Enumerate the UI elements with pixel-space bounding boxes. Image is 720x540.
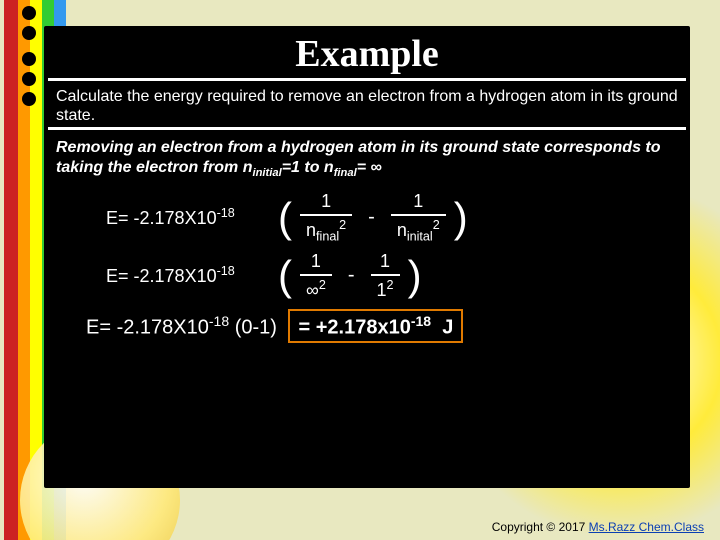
explanation-text: Removing an electron from a hydrogen ato…	[46, 130, 688, 188]
eq1-paren-open: (	[276, 197, 294, 239]
slide-title: Example	[46, 32, 688, 78]
explanation-sub1: initial	[252, 167, 281, 179]
eq1-E: E= -2.178	[106, 208, 185, 228]
eq2-frac2: 1 12	[371, 251, 400, 301]
eq2-frac1: 1 ∞2	[300, 251, 332, 301]
answer-box: = +2.178x10-18 J	[288, 309, 463, 344]
eq3-E: E= -2.178	[86, 316, 173, 338]
eq1-f2-den-base: n	[397, 220, 407, 240]
eq3-ans-exp: -18	[411, 313, 431, 329]
copyright-text: Copyright © 2017	[492, 520, 589, 534]
eq2-x: X	[185, 266, 197, 286]
eq2-paren-open: (	[276, 255, 294, 297]
eq1-paren-close: )	[452, 197, 470, 239]
eq2-f2-den: 12	[371, 276, 400, 301]
eq1-f2-den-sup: 2	[433, 218, 440, 232]
eq2-f1-den-base: ∞	[306, 280, 319, 300]
eq2-E: E= -2.178	[106, 266, 185, 286]
eq1-f1-den: nfinal2	[300, 216, 352, 244]
eq3-unit: J	[442, 316, 453, 338]
equation-row-3: E= -2.178X10-18 (0-1) = +2.178x10-18 J	[46, 305, 688, 348]
eq1-minus: -	[358, 206, 385, 229]
equation-row-1: E= -2.178X10-18 ( 1 nfinal2 - 1 ninital2…	[46, 189, 688, 247]
content-card: Example Calculate the energy required to…	[44, 26, 690, 488]
eq1-f1-den-sup: 2	[339, 218, 346, 232]
eq2-f2-num: 1	[371, 251, 400, 276]
copyright-link[interactable]: Ms.Razz Chem.Class	[589, 520, 704, 534]
explanation-sub2: final	[334, 167, 357, 179]
eq2-exp: -18	[217, 264, 235, 278]
equation-row-2: E= -2.178X10-18 ( 1 ∞2 - 1 12 )	[46, 247, 688, 305]
bullet-dots-mid	[22, 46, 36, 112]
eq3-ten: 10	[187, 316, 209, 338]
bullet-dots-top	[22, 0, 36, 46]
explanation-suffix: = ∞	[357, 159, 382, 176]
eq3-ans-ten: 10	[389, 316, 411, 338]
eq3-ans-prefix: +2.178	[316, 316, 378, 338]
eq1-f1-den-base: n	[306, 220, 316, 240]
eq1-lhs: E= -2.178X10-18	[106, 206, 276, 229]
eq1-f2-den-sub: inital	[407, 230, 433, 244]
eq1-x: X	[185, 208, 197, 228]
eq1-f1-num: 1	[300, 191, 352, 216]
eq2-f1-num: 1	[300, 251, 332, 276]
eq2-f2-den-sup: 2	[387, 278, 394, 292]
slide-stage: Example Calculate the energy required to…	[0, 0, 720, 540]
eq1-frac2: 1 ninital2	[391, 191, 446, 244]
eq3-exp: -18	[209, 313, 229, 329]
eq1-f2-den: ninital2	[391, 216, 446, 244]
eq3-ans-x: x	[377, 316, 388, 338]
eq2-lhs: E= -2.178X10-18	[106, 264, 276, 287]
explanation-mid: =1 to n	[282, 159, 334, 176]
eq1-exp: -18	[217, 206, 235, 220]
eq2-f2-den-base: 1	[377, 280, 387, 300]
eq1-frac1: 1 nfinal2	[300, 191, 352, 244]
eq2-minus: -	[338, 264, 365, 287]
eq2-f1-den: ∞2	[300, 276, 332, 301]
eq1-ten: 10	[197, 208, 217, 228]
eq3-paren: (0-1)	[235, 316, 277, 338]
eq3-equals: =	[298, 316, 310, 338]
eq1-f2-num: 1	[391, 191, 446, 216]
eq3-x: X	[173, 316, 186, 338]
copyright-footer: Copyright © 2017 Ms.Razz Chem.Class	[492, 520, 704, 534]
problem-prompt: Calculate the energy required to remove …	[46, 81, 688, 127]
eq2-ten: 10	[197, 266, 217, 286]
eq2-f1-den-sup: 2	[319, 278, 326, 292]
eq1-f1-den-sub: final	[316, 230, 339, 244]
eq2-paren-close: )	[406, 255, 424, 297]
bg-stripe-red	[4, 0, 18, 540]
